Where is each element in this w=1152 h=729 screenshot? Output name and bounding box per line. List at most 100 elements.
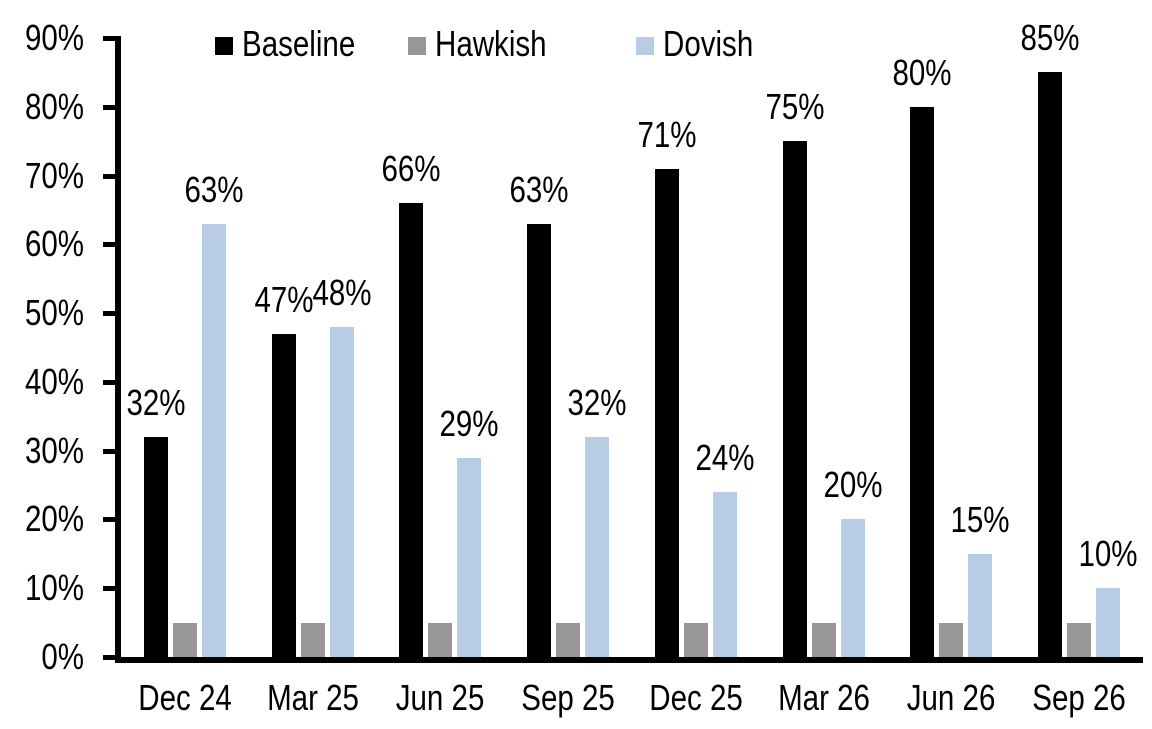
x-axis-label-text: Dec 25 [649, 677, 743, 718]
y-axis-label: 40% [0, 364, 84, 400]
y-tick-mark [103, 517, 121, 522]
bar-baseline: 75% [765, 89, 824, 657]
bar-dovish: 29% [440, 405, 499, 657]
bar-hawkish [556, 622, 581, 657]
bar-value-label: 71% [637, 113, 697, 155]
bar-group-dec-25: 71% 24% [632, 38, 760, 657]
bar-baseline: 80% [893, 54, 952, 657]
x-axis-label: Dec 24 [121, 680, 249, 716]
legend-swatch-dovish [636, 37, 654, 55]
bar-group-sep-25: 63% 32% [504, 38, 632, 657]
bar-baseline: 63% [510, 171, 569, 657]
legend-swatch-hawkish [408, 37, 426, 55]
x-axis-label-text: Mar 26 [777, 677, 870, 718]
legend-item-dovish: Dovish [636, 26, 773, 62]
y-tick-mark [103, 36, 121, 41]
bar-baseline: 47% [254, 281, 313, 657]
bar-value-label: 29% [439, 402, 499, 444]
bar-hawkish [300, 622, 325, 657]
bar-dovish: 32% [568, 384, 627, 657]
bar-value-label: 20% [823, 464, 883, 506]
x-axis-labels: Dec 24 Mar 25 Jun 25 Sep 25 Dec 25 Mar 26 Jun … [121, 680, 1143, 716]
bar-value-label: 24% [695, 436, 755, 478]
plot-area: 32% 63% 47% 48% 66% 29% 63% 32% 71% 24% 75% 20% 80% 1… [103, 20, 1143, 663]
bar-group-dec-24: 32% 63% [121, 38, 249, 657]
bar-baseline: 32% [126, 384, 185, 657]
bar-groups: 32% 63% 47% 48% 66% 29% 63% 32% 71% 24% 75% 20% 80% 1… [121, 20, 1143, 657]
y-axis-label-text: 70% [24, 155, 84, 196]
y-axis-label: 50% [0, 295, 84, 331]
y-tick-mark [103, 449, 121, 454]
y-tick-mark [103, 586, 121, 591]
y-axis-label: 30% [0, 433, 84, 469]
bar-group-sep-26: 85% 10% [1015, 20, 1143, 657]
y-axis-labels: 0% 10% 20% 30% 40% 50% 60% 70% 80% 90% [0, 20, 84, 675]
x-axis-label: Mar 25 [249, 680, 377, 716]
y-axis-label: 10% [0, 570, 84, 606]
bar-dovish: 63% [184, 171, 243, 657]
bar-hawkish [428, 622, 453, 657]
bar-hawkish [811, 622, 836, 657]
bar-value-label: 75% [765, 86, 825, 128]
y-axis-label: 60% [0, 226, 84, 262]
bar-dovish: 10% [1079, 536, 1138, 657]
x-axis-label-text: Sep 26 [1032, 677, 1126, 718]
bar-dovish: 20% [823, 467, 882, 657]
y-axis-label-text: 20% [24, 498, 84, 539]
x-axis-label: Dec 25 [632, 680, 760, 716]
bar-baseline: 66% [382, 151, 441, 657]
bar-baseline: 71% [637, 116, 696, 657]
x-axis-label-text: Mar 25 [266, 677, 359, 718]
y-tick-mark [103, 242, 121, 247]
x-axis-label-text: Dec 24 [138, 677, 232, 718]
y-axis-label: 0% [0, 639, 84, 675]
bar-value-label: 48% [312, 271, 372, 313]
x-axis-label: Jun 26 [888, 680, 1016, 716]
x-axis-label: Mar 26 [760, 680, 888, 716]
y-axis-label-text: 10% [24, 567, 84, 608]
y-tick-mark [103, 174, 121, 179]
bar-hawkish [683, 622, 708, 657]
x-axis-label-text: Jun 25 [396, 677, 485, 718]
y-axis-label: 90% [0, 20, 84, 56]
bar-hawkish [939, 622, 964, 657]
bar-dovish: 15% [951, 501, 1010, 657]
legend-label-baseline: Baseline [242, 23, 356, 64]
y-axis-label-text: 0% [41, 636, 84, 677]
y-tick-mark [103, 380, 121, 385]
y-axis-label: 80% [0, 89, 84, 125]
legend-swatch-baseline [215, 37, 233, 55]
y-axis-label: 70% [0, 158, 84, 194]
bar-dovish: 48% [312, 274, 371, 657]
y-tick-mark [103, 655, 121, 660]
y-axis-label-text: 80% [24, 86, 84, 127]
y-axis-label-text: 40% [24, 361, 84, 402]
bar-baseline: 85% [1021, 20, 1080, 657]
bar-group-mar-25: 47% 48% [249, 38, 377, 657]
bar-value-label: 85% [1020, 17, 1080, 59]
bar-group-mar-26: 75% 20% [760, 38, 888, 657]
x-axis-label-text: Sep 25 [521, 677, 615, 718]
x-axis-label: Jun 25 [377, 680, 505, 716]
x-axis-label-text: Jun 26 [907, 677, 996, 718]
y-axis-label-text: 60% [24, 223, 84, 264]
x-axis-label: Sep 26 [1015, 680, 1143, 716]
y-tick-mark [103, 311, 121, 316]
bar-value-label: 63% [184, 168, 244, 210]
bar-value-label: 66% [381, 148, 441, 190]
y-axis-label-text: 90% [24, 17, 84, 58]
bar-group-jun-26: 80% 15% [888, 38, 1016, 657]
bar-group-jun-25: 66% 29% [377, 38, 505, 657]
bar-value-label: 32% [126, 381, 186, 423]
legend-label-hawkish: Hawkish [435, 23, 547, 64]
bar-value-label: 10% [1078, 533, 1138, 575]
legend-item-hawkish: Hawkish [408, 26, 571, 62]
y-axis-label: 20% [0, 501, 84, 537]
legend: Baseline Hawkish Dovish [0, 26, 1152, 66]
bar-value-label: 63% [509, 168, 569, 210]
bar-value-label: 47% [254, 278, 314, 320]
bar-value-label: 32% [567, 381, 627, 423]
y-tick-mark [103, 105, 121, 110]
bar-dovish: 24% [695, 439, 754, 657]
